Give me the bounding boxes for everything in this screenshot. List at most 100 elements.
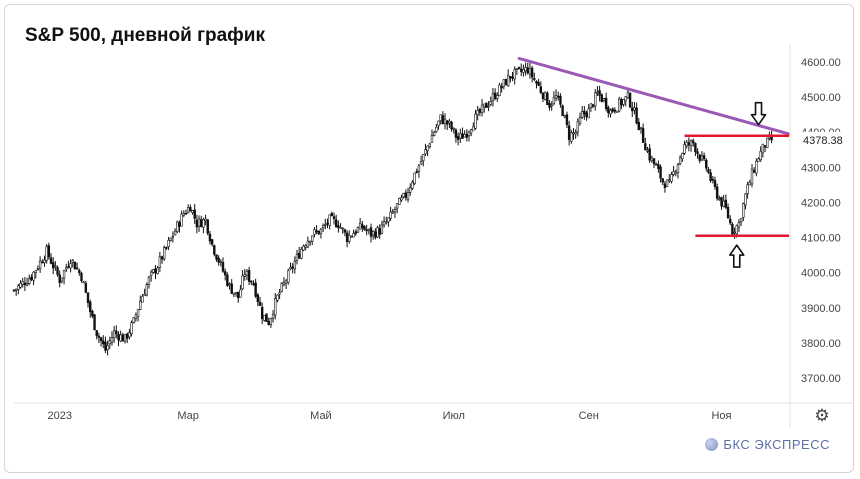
candle — [232, 292, 236, 298]
y-tick-label: 3900.00 — [801, 303, 841, 315]
candle-body — [321, 225, 325, 229]
candle-body — [78, 270, 81, 274]
candle — [500, 83, 503, 93]
candle — [689, 139, 693, 152]
candle — [633, 101, 636, 115]
candle — [570, 129, 573, 144]
candle-body — [698, 154, 701, 161]
candle — [45, 244, 48, 264]
candle — [176, 220, 179, 234]
candle-body — [624, 96, 627, 102]
candle-body — [339, 227, 342, 229]
gear-icon[interactable]: ⚙ — [814, 406, 830, 425]
candle-body — [567, 125, 571, 140]
candle-body — [352, 233, 355, 238]
candle-body — [402, 193, 405, 198]
candle — [80, 271, 83, 283]
candle-body — [274, 298, 277, 316]
candle-body — [635, 107, 638, 124]
candle-body — [633, 107, 636, 111]
candle — [576, 118, 580, 137]
candle — [609, 108, 612, 118]
candle — [141, 294, 144, 303]
candle — [56, 265, 59, 277]
candle-body — [685, 141, 688, 147]
resistance-trendline — [517, 56, 791, 136]
candle-body — [282, 281, 286, 285]
candle — [304, 243, 307, 251]
candle — [71, 258, 74, 268]
candle-body — [247, 270, 251, 282]
candle — [411, 180, 414, 191]
candle-body — [147, 276, 151, 285]
candle — [655, 162, 658, 166]
candle — [461, 127, 464, 139]
candle — [722, 194, 725, 208]
candle-body — [746, 184, 749, 194]
candle-body — [60, 277, 64, 282]
candle — [308, 240, 312, 246]
candle-body — [733, 231, 736, 234]
candle-body — [513, 69, 516, 80]
y-tick-label: 3700.00 — [801, 373, 841, 385]
candle — [110, 331, 114, 346]
candle-body — [25, 283, 29, 286]
candle-body — [539, 86, 543, 93]
candle-body — [145, 284, 148, 296]
candle — [82, 280, 85, 284]
candle — [428, 142, 432, 149]
candle-body — [387, 217, 390, 223]
candle — [215, 254, 218, 262]
candle-body — [563, 115, 566, 118]
candle-body — [219, 261, 223, 263]
candle — [328, 214, 331, 230]
candle — [578, 112, 582, 126]
candle — [258, 296, 262, 307]
candle-body — [354, 231, 357, 234]
candle — [126, 332, 129, 343]
candle — [432, 130, 436, 137]
candle-body — [41, 261, 44, 264]
candle — [419, 155, 423, 165]
candle — [417, 164, 421, 178]
candle-body — [674, 171, 677, 174]
x-tick-label: Сен — [579, 410, 599, 422]
candle-body — [694, 143, 697, 153]
candle-body — [213, 245, 216, 255]
candle-body — [709, 172, 712, 181]
candle — [661, 177, 664, 185]
candle — [552, 91, 556, 106]
candle — [537, 78, 540, 87]
candle-body — [112, 330, 116, 339]
candle — [284, 278, 288, 289]
candle-body — [82, 281, 85, 284]
candle-body — [230, 283, 233, 294]
candle-body — [32, 271, 35, 281]
candle — [363, 225, 366, 231]
candle — [668, 173, 671, 183]
candle — [163, 245, 166, 261]
candle-body — [419, 161, 423, 165]
candle — [300, 246, 303, 260]
candle — [217, 255, 220, 266]
candle-body — [661, 178, 664, 183]
candle-body — [291, 266, 294, 269]
candle — [670, 171, 673, 184]
candle-body — [583, 110, 586, 115]
candle — [202, 217, 205, 234]
candle-body — [243, 274, 246, 277]
candle — [210, 238, 214, 247]
candle — [152, 268, 155, 274]
candle — [435, 123, 438, 133]
candle — [506, 69, 510, 87]
candle — [256, 293, 260, 307]
candle-body — [308, 240, 312, 243]
candle — [681, 152, 684, 162]
x-axis: 2023 Мар Май Июл Сен Ноя — [47, 410, 731, 422]
candle — [108, 336, 111, 350]
candle-body — [330, 212, 334, 217]
candle-body — [672, 171, 675, 175]
candle-body — [99, 337, 103, 342]
candle-body — [167, 239, 170, 247]
candle-body — [136, 309, 140, 317]
